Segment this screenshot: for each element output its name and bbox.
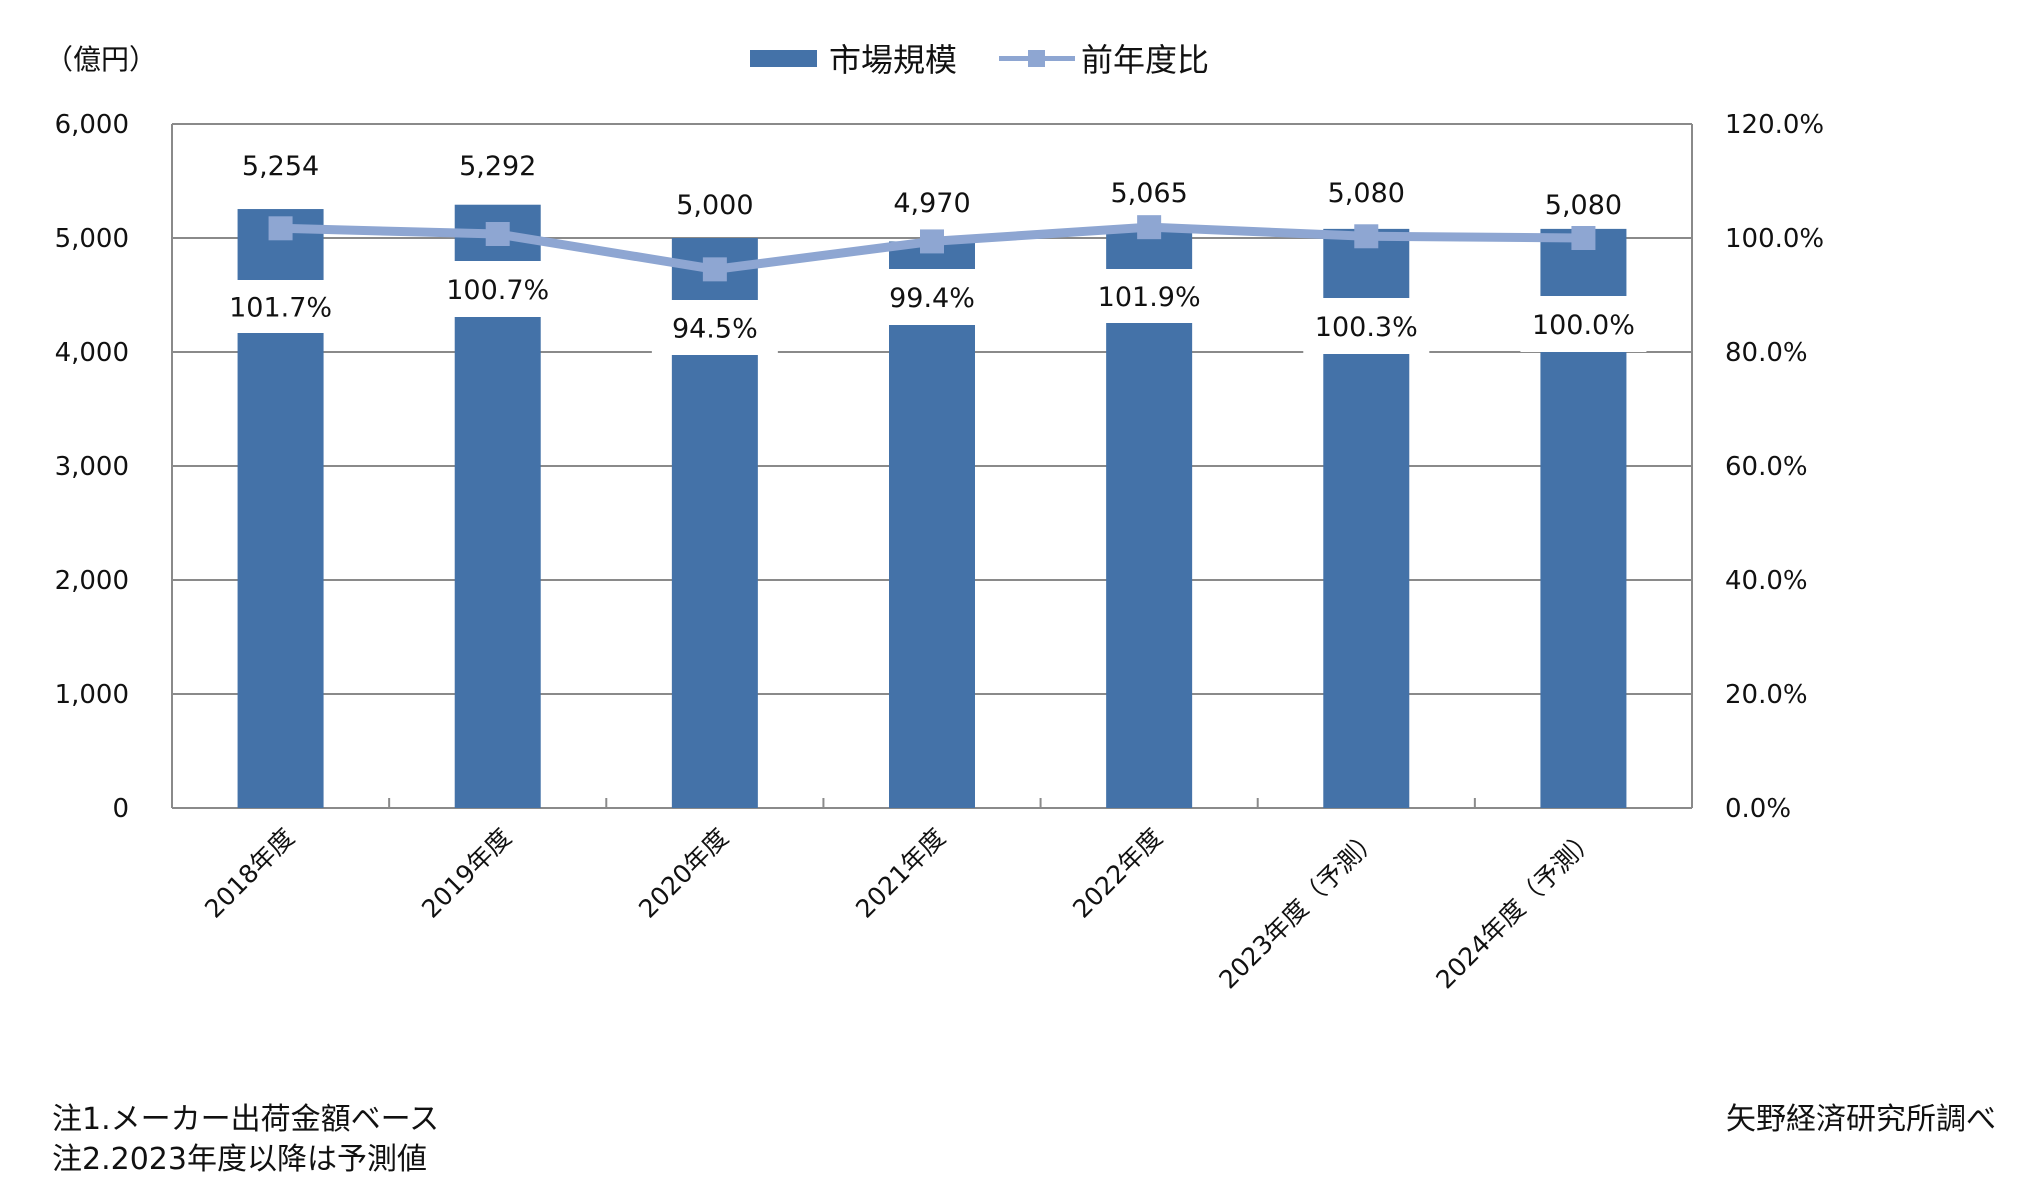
y-tick-left: 0 xyxy=(112,794,129,824)
yoy-value-label: 100.7% xyxy=(446,275,549,306)
note-2: 注2.2023年度以降は予測値 xyxy=(52,1142,427,1177)
yoy-value-label: 100.3% xyxy=(1315,312,1418,343)
bar-value-label: 5,080 xyxy=(1328,178,1405,209)
y-tick-left: 5,000 xyxy=(55,224,129,254)
y-tick-right: 80.0% xyxy=(1725,338,1808,368)
y-tick-left: 3,000 xyxy=(55,452,129,482)
pct-label-bg xyxy=(434,261,561,317)
bar-2021年度 xyxy=(889,241,975,809)
bar-value-label: 4,970 xyxy=(893,188,970,219)
legend: 市場規模 前年度比 xyxy=(750,38,1210,79)
y-tick-right: 40.0% xyxy=(1725,566,1808,596)
yoy-marker xyxy=(920,229,944,254)
pct-label-bg xyxy=(1520,296,1647,352)
y-tick-left: 2,000 xyxy=(55,566,129,596)
y-tick-left: 6,000 xyxy=(55,110,129,140)
bar-value-label: 5,065 xyxy=(1110,178,1187,209)
pct-label-bg xyxy=(1086,269,1213,323)
y-tick-left: 1,000 xyxy=(55,680,129,710)
pct-label-bg xyxy=(869,269,995,325)
yoy-value-label: 94.5% xyxy=(672,314,758,345)
y-tick-left: 4,000 xyxy=(55,338,129,368)
y-tick-right: 60.0% xyxy=(1725,452,1808,482)
yoy-value-label: 101.7% xyxy=(229,293,332,324)
bar-value-label: 5,080 xyxy=(1545,190,1622,221)
yoy-value-label: 101.9% xyxy=(1098,282,1201,313)
bar-value-label: 5,254 xyxy=(242,151,319,182)
legend-line-label: 前年度比 xyxy=(1081,41,1210,79)
y-tick-right: 100.0% xyxy=(1725,224,1824,254)
pct-label-bg xyxy=(651,300,778,355)
y-tick-right: 120.0% xyxy=(1725,110,1824,140)
yoy-marker xyxy=(1137,215,1162,240)
yoy-marker xyxy=(485,222,510,247)
yoy-marker xyxy=(1571,226,1596,250)
bar-value-label: 5,292 xyxy=(459,151,536,182)
yoy-marker xyxy=(268,216,293,241)
y-tick-right: 20.0% xyxy=(1725,680,1808,710)
pct-label-bg xyxy=(1303,298,1430,354)
yoy-marker xyxy=(702,257,727,282)
y-axis-unit-label: （億円） xyxy=(45,43,158,76)
y-tick-right: 0.0% xyxy=(1725,794,1791,824)
legend-line-swatch xyxy=(999,49,1076,67)
bar-2022年度 xyxy=(1106,230,1193,809)
yoy-marker xyxy=(1354,224,1379,249)
legend-bar-swatch xyxy=(750,49,817,67)
bar-value-label: 5,000 xyxy=(676,190,753,221)
source-credit: 矢野経済研究所調べ xyxy=(1726,1102,1996,1137)
pct-label-bg xyxy=(217,280,344,333)
yoy-value-label: 99.4% xyxy=(889,283,975,314)
note-1: 注1.メーカー出荷金額ベース xyxy=(52,1102,440,1137)
notes: 注1.メーカー出荷金額ベース 注2.2023年度以降は予測値 xyxy=(52,1100,439,1180)
yoy-value-label: 100.0% xyxy=(1532,310,1635,341)
legend-bar-label: 市場規模 xyxy=(829,41,958,79)
